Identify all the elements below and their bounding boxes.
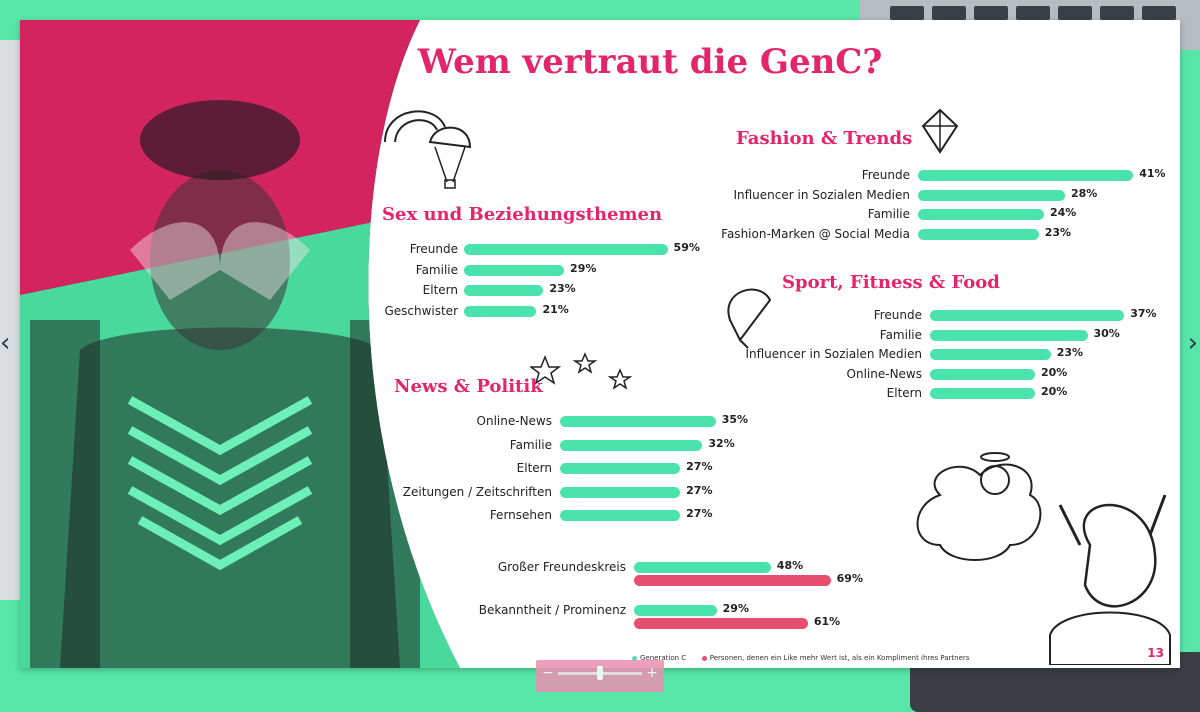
chart-title: Sex und Beziehungsthemen	[382, 204, 663, 225]
bar	[464, 285, 544, 296]
bar-category-label: Bekanntheit / Prominenz	[478, 603, 626, 617]
bar-value-label: 29%	[570, 261, 597, 275]
bar-category-label: Familie	[867, 207, 910, 221]
bar-value-label: 23%	[1044, 225, 1072, 239]
bar	[918, 170, 1134, 181]
cover-photo	[20, 20, 480, 668]
bar-value-label: 27%	[686, 483, 713, 497]
bar-value-label: 61%	[813, 615, 841, 628]
bar-partner	[634, 618, 808, 629]
bar	[560, 510, 681, 521]
prev-page-arrow-icon[interactable]: ‹	[0, 328, 11, 358]
bar-category-label: Familie	[415, 262, 458, 277]
bar-category-label: Freunde	[873, 308, 922, 322]
bar-partner	[634, 575, 831, 586]
zoom-control[interactable]: − +	[536, 660, 664, 692]
bar	[930, 329, 1088, 341]
bar	[930, 349, 1051, 360]
bar-category-label: Eltern	[886, 386, 922, 400]
bar	[918, 209, 1044, 220]
bar-category-label: Influencer in Sozialen Medien	[733, 187, 910, 202]
magazine-page: Wem vertraut die GenC? Sex und Beziehung…	[20, 20, 1180, 668]
bar-category-label: Familie	[509, 437, 552, 452]
bar-value-label: 30%	[1093, 326, 1120, 340]
chart-title: News & Politik	[394, 376, 543, 397]
bar-category-label: Freunde	[861, 168, 910, 182]
bar-category-label: Fashion-Marken @ Social Media	[721, 226, 910, 241]
bar-value-label: 23%	[1056, 346, 1084, 359]
bar-value-label: 20%	[1041, 365, 1068, 379]
bar	[918, 189, 1065, 201]
stars-doodle-icon	[530, 352, 633, 390]
bar-category-label: Eltern	[516, 461, 552, 475]
key	[1142, 6, 1176, 20]
bar-value-label: 27%	[686, 507, 713, 520]
zoom-out-button[interactable]: −	[542, 665, 554, 681]
next-page-arrow-icon[interactable]: ›	[1187, 328, 1198, 358]
icecream-doodle-icon	[727, 288, 772, 349]
bar-category-label: Freunde	[409, 242, 458, 256]
bar	[634, 605, 717, 616]
chart-title: Fashion & Trends	[736, 128, 913, 149]
bar	[930, 388, 1035, 399]
angel-devil-doodle-icon	[916, 452, 1171, 665]
bar	[930, 368, 1035, 380]
bar-value-label: 32%	[708, 436, 735, 450]
bar	[464, 305, 537, 317]
bar-value-label: 41%	[1139, 167, 1166, 180]
bar-value-label: 59%	[673, 241, 700, 254]
bar	[560, 416, 716, 427]
legend-genc-swatch	[632, 655, 637, 661]
bar	[464, 244, 668, 255]
bar	[930, 310, 1125, 321]
bar	[560, 439, 703, 451]
bar	[560, 486, 681, 498]
bar-value-label: 28%	[1071, 186, 1098, 200]
bar-value-label: 27%	[686, 460, 713, 473]
bar-category-label: Influencer in Sozialen Medien	[745, 347, 922, 361]
legend-partner-swatch	[701, 655, 707, 661]
bar	[464, 264, 565, 276]
zoom-slider-handle[interactable]	[597, 666, 603, 680]
key	[974, 6, 1008, 20]
bar-category-label: Online-News	[476, 414, 552, 428]
page-number: 13	[1147, 646, 1164, 660]
bar	[918, 228, 1039, 240]
bar-category-label: Familie	[879, 327, 922, 342]
legend-partner-label: Personen, denen ein Like mehr Wert ist, …	[709, 654, 970, 662]
page-title: Wem vertraut die GenC?	[417, 42, 883, 82]
bar-category-label: Online-News	[846, 366, 922, 381]
bar-value-label: 35%	[721, 413, 749, 426]
zoom-in-button[interactable]: +	[646, 665, 658, 681]
bar-category-label: Geschwister	[384, 303, 458, 318]
parachute-doodle-icon	[384, 110, 472, 189]
bar-value-label: 29%	[722, 602, 749, 615]
chart-legend: Generation C Personen, denen ein Like me…	[632, 654, 969, 662]
diamond-doodle-icon	[921, 108, 959, 154]
chart-title: Sport, Fitness & Food	[782, 272, 1000, 293]
bar-category-label: Zeitungen / Zeitschriften	[402, 484, 552, 499]
bar	[634, 562, 771, 573]
key	[1058, 6, 1092, 20]
bar-value-label: 23%	[549, 282, 576, 295]
bar-value-label: 20%	[1041, 385, 1068, 398]
bar-category-label: Fernsehen	[489, 508, 552, 522]
bar-value-label: 24%	[1050, 206, 1077, 219]
bar-category-label: Großer Freundeskreis	[497, 560, 626, 574]
legend-genc-label: Generation C	[640, 654, 687, 662]
key	[890, 6, 924, 20]
key	[1016, 6, 1050, 20]
bar-value-label: 48%	[776, 559, 804, 572]
bar-value-label: 37%	[1130, 307, 1157, 320]
bar-value-label: 21%	[542, 302, 569, 316]
bar	[560, 463, 681, 474]
bar-category-label: Eltern	[422, 283, 458, 297]
key	[1100, 6, 1134, 20]
bar-value-label: 69%	[836, 572, 863, 585]
key	[932, 6, 966, 20]
